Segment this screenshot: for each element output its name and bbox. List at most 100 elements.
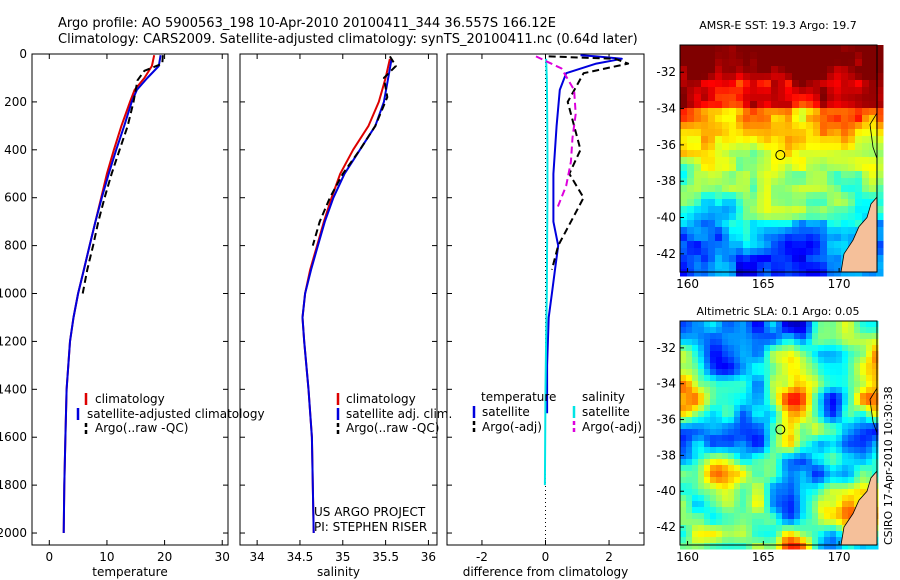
- map-cell: [799, 87, 807, 95]
- y-tick-label: -40: [656, 484, 676, 498]
- map-cell: [715, 241, 723, 249]
- map-cell: [715, 66, 723, 74]
- map-cell: [729, 199, 737, 207]
- map-cell: [782, 531, 789, 538]
- map-cell: [842, 459, 849, 466]
- map-cell: [734, 513, 741, 520]
- map-cell: [813, 80, 821, 88]
- map-cell: [800, 393, 807, 400]
- map-cell: [694, 213, 702, 221]
- map-cell: [746, 501, 753, 508]
- map-cell: [800, 447, 807, 454]
- map-cell: [716, 435, 723, 442]
- map-cell: [866, 369, 873, 376]
- map-cell: [778, 52, 786, 60]
- map-cell: [841, 101, 849, 109]
- map-cell: [764, 164, 772, 172]
- map-cell: [736, 143, 744, 151]
- map-cell: [812, 393, 819, 400]
- map-cell: [715, 255, 723, 263]
- map-cell: [686, 531, 693, 538]
- map-cell: [812, 543, 819, 550]
- map-cell: [813, 45, 821, 53]
- map-cell: [799, 129, 807, 137]
- map-cell: [806, 405, 813, 412]
- map-cell: [782, 321, 789, 328]
- map-cell: [734, 489, 741, 496]
- map-cell: [770, 513, 777, 520]
- map-cell: [866, 453, 873, 460]
- map-cell: [764, 483, 771, 490]
- map-cell: [866, 351, 873, 358]
- map-cell: [812, 339, 819, 346]
- map-cell: [854, 441, 861, 448]
- map-cell: [757, 234, 765, 242]
- map-cell: [855, 52, 863, 60]
- map-cell: [794, 531, 801, 538]
- map-cell: [842, 327, 849, 334]
- map-cell: [708, 66, 716, 74]
- map-cell: [746, 393, 753, 400]
- map-cell: [764, 369, 771, 376]
- map-cell: [680, 495, 687, 502]
- map-cell: [708, 248, 716, 256]
- sla-map-panel: 160 165 170-32-34-36-38-40-42: [656, 320, 879, 564]
- map-cell: [728, 345, 735, 352]
- map-cell: [716, 465, 723, 472]
- map-cell: [806, 435, 813, 442]
- map-cell: [794, 345, 801, 352]
- map-cell: [686, 369, 693, 376]
- map-cell: [834, 178, 842, 186]
- map-cell: [770, 411, 777, 418]
- series-line-temperature-argo-adj-: [548, 55, 630, 270]
- map-cell: [782, 483, 789, 490]
- map-cell: [716, 387, 723, 394]
- map-cell: [680, 192, 688, 200]
- map-cell: [686, 375, 693, 382]
- map-cell: [813, 136, 821, 144]
- map-cell: [680, 363, 687, 370]
- side-timestamp: CSIRO 17-Apr-2010 10:30:38: [882, 386, 895, 545]
- map-cell: [855, 136, 863, 144]
- map-cell: [740, 441, 747, 448]
- map-cell: [830, 501, 837, 508]
- map-cell: [734, 465, 741, 472]
- map-cell: [716, 369, 723, 376]
- map-cell: [827, 108, 835, 116]
- map-cell: [813, 66, 821, 74]
- map-cell: [860, 411, 867, 418]
- map-cell: [752, 525, 759, 532]
- map-cell: [698, 513, 705, 520]
- map-cell: [716, 363, 723, 370]
- map-cell: [813, 157, 821, 165]
- sst-map-panel: 160 165 170-32-34-36-38-40-42: [656, 44, 884, 291]
- map-cell: [680, 519, 687, 526]
- map-cell: [827, 52, 835, 60]
- map-cell: [834, 101, 842, 109]
- map-cell: [841, 248, 849, 256]
- map-cell: [806, 234, 814, 242]
- map-cell: [812, 537, 819, 544]
- map-cell: [782, 327, 789, 334]
- map-cell: [740, 519, 747, 526]
- map-cell: [722, 375, 729, 382]
- map-cell: [876, 52, 884, 60]
- map-cell: [694, 157, 702, 165]
- map-cell: [806, 87, 814, 95]
- map-cell: [876, 241, 884, 249]
- map-cell: [866, 339, 873, 346]
- sla-map-title: Altimetric SLA: 0.1 Argo: 0.05: [696, 305, 859, 318]
- map-cell: [818, 459, 825, 466]
- map-cell: [836, 369, 843, 376]
- map-cell: [834, 150, 842, 158]
- map-cell: [758, 351, 765, 358]
- map-cell: [764, 363, 771, 370]
- map-cell: [820, 269, 828, 277]
- map-cell: [710, 465, 717, 472]
- map-cell: [740, 417, 747, 424]
- map-cell: [746, 381, 753, 388]
- map-cell: [806, 417, 813, 424]
- map-cell: [757, 136, 765, 144]
- map-cell: [701, 262, 709, 270]
- map-cell: [824, 465, 831, 472]
